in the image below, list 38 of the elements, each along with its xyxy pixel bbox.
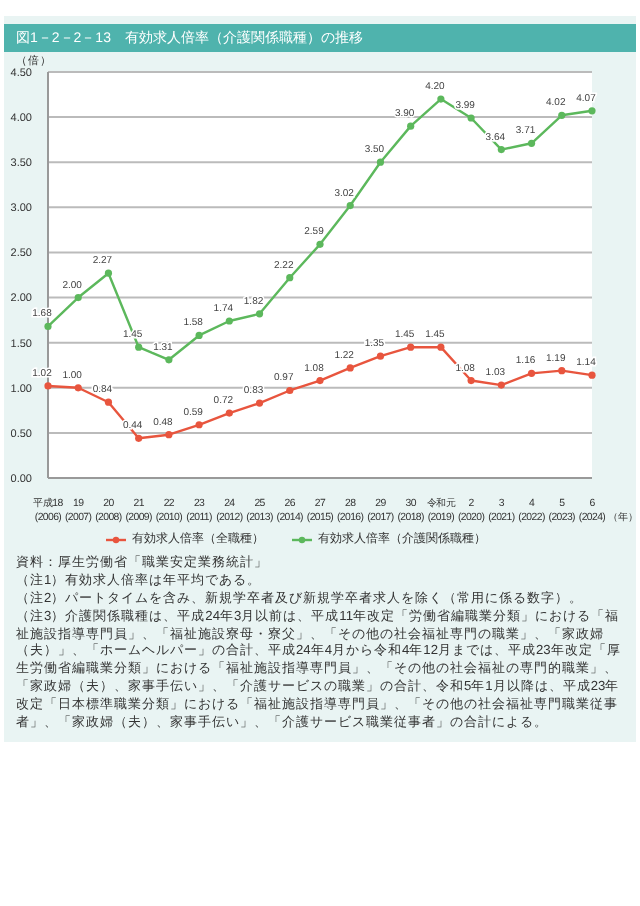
point: [195, 331, 203, 340]
point: [588, 371, 596, 379]
point: [104, 269, 113, 277]
point: [135, 343, 143, 351]
point: [376, 158, 385, 166]
point: [588, 107, 596, 115]
point: [44, 322, 52, 331]
point: [74, 293, 82, 302]
point: [195, 421, 203, 429]
point: [467, 376, 475, 385]
point: [316, 240, 324, 248]
point: [316, 376, 324, 385]
point: [74, 384, 82, 392]
point: [225, 317, 233, 325]
point: [407, 122, 415, 130]
point: [255, 399, 264, 407]
point: [165, 356, 173, 364]
point: [225, 409, 233, 417]
point: [527, 369, 536, 377]
point: [407, 343, 415, 351]
point: [558, 111, 566, 119]
point: [135, 434, 143, 442]
point: [437, 343, 445, 351]
point: [376, 352, 385, 360]
point: [286, 386, 294, 395]
point: [104, 398, 113, 406]
point: [467, 114, 475, 122]
point: [346, 364, 354, 372]
point: [165, 431, 173, 439]
point: [255, 310, 264, 318]
point: [497, 381, 505, 389]
point: [437, 95, 445, 103]
point: [527, 139, 536, 147]
point: [346, 201, 354, 210]
point: [44, 382, 52, 390]
point: [558, 367, 566, 375]
point: [497, 145, 505, 154]
point: [286, 274, 294, 282]
